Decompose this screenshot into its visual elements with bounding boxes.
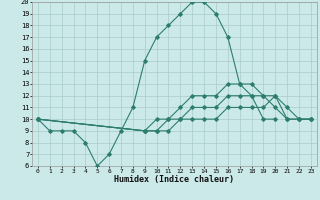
X-axis label: Humidex (Indice chaleur): Humidex (Indice chaleur) (115, 175, 234, 184)
